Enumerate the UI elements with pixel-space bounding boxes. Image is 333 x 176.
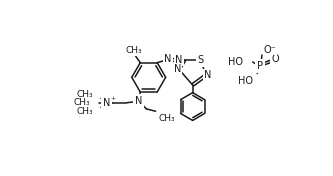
Text: O: O — [271, 54, 279, 64]
Text: S: S — [198, 55, 204, 65]
Text: CH₃: CH₃ — [126, 46, 143, 55]
Text: HO: HO — [238, 76, 253, 86]
Text: HO: HO — [228, 57, 243, 67]
Text: N: N — [135, 96, 143, 106]
Text: N: N — [175, 55, 182, 65]
Text: +: + — [110, 96, 116, 101]
Text: CH₃: CH₃ — [159, 114, 175, 122]
Text: N: N — [164, 54, 171, 64]
Text: CH₃: CH₃ — [77, 107, 93, 116]
Text: CH₃: CH₃ — [77, 90, 93, 99]
Text: P: P — [257, 61, 263, 71]
Text: P: P — [257, 61, 263, 71]
Text: N: N — [204, 70, 211, 80]
Text: CH₃: CH₃ — [74, 98, 90, 107]
Text: N: N — [103, 98, 110, 108]
Text: N: N — [173, 64, 181, 74]
Text: O⁻: O⁻ — [263, 45, 276, 55]
